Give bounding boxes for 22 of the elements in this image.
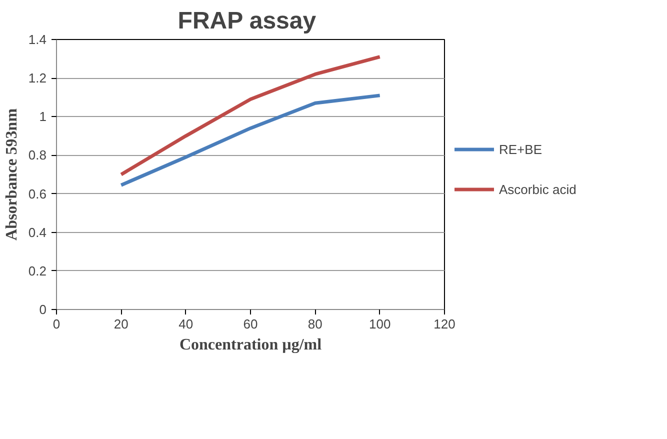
x-tick-label: 20: [114, 316, 128, 332]
legend-label: Ascorbic acid: [499, 182, 576, 196]
chart-title: FRAP assay: [178, 8, 317, 34]
x-tick-label: 40: [178, 316, 194, 332]
y-tick-label: 0: [39, 302, 47, 317]
y-tick-label: 0.2: [28, 263, 47, 278]
x-tick-label: 0: [52, 316, 60, 332]
x-tick-label: 100: [368, 316, 391, 332]
y-axis-title: Absorbance 593nm: [3, 108, 20, 241]
x-tick-label: 80: [308, 316, 322, 332]
y-tick-label: 0.6: [28, 186, 47, 202]
x-tick-label: 60: [243, 316, 258, 332]
y-tick-label: 1.4: [28, 32, 47, 47]
y-tick-label: 1: [39, 109, 47, 124]
x-tick-label: 120: [434, 316, 456, 332]
y-tick-label: 1.2: [28, 70, 47, 86]
x-axis-title: Concentration µg/ml: [179, 336, 322, 354]
y-tick-label: 0.4: [28, 224, 47, 240]
legend-label: RE+BE: [499, 142, 542, 156]
y-tick-label: 0.8: [28, 148, 47, 163]
line-series: [119, 94, 382, 187]
line-series: [119, 55, 382, 176]
